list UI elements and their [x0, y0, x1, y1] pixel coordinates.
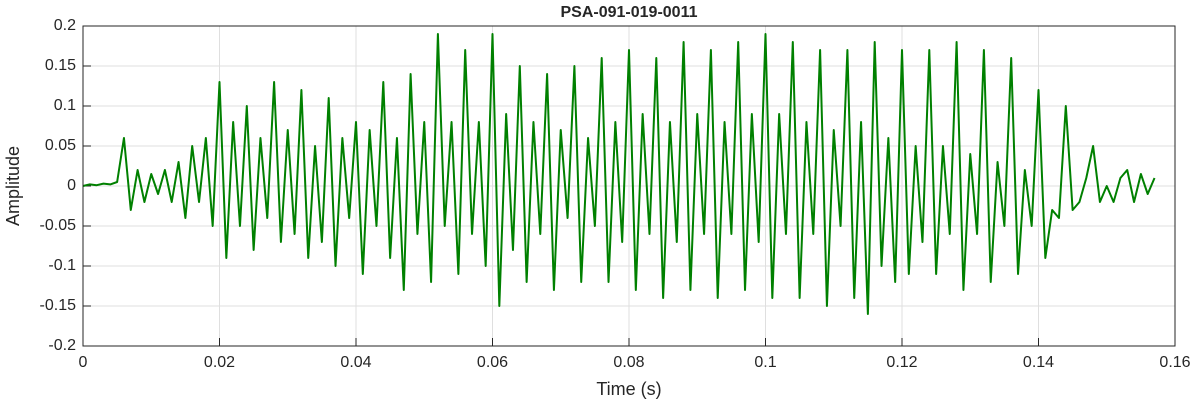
x-tick-label: 0.08 [613, 354, 644, 371]
x-tick-label: 0 [79, 354, 88, 371]
y-tick-label: -0.2 [48, 337, 76, 354]
x-tick-label: 0.14 [1023, 354, 1054, 371]
chart-title: PSA-091-019-0011 [561, 4, 698, 21]
y-tick-label: -0.05 [40, 217, 77, 234]
y-tick-label: -0.15 [40, 297, 77, 314]
x-tick-label: 0.12 [886, 354, 917, 371]
y-tick-label: 0 [67, 177, 76, 194]
x-tick-label: 0.04 [340, 354, 371, 371]
x-axis-label: Time (s) [596, 379, 661, 399]
y-tick-label: -0.1 [48, 257, 76, 274]
x-tick-label: 0.06 [477, 354, 508, 371]
waveform [82, 33, 1156, 315]
y-tick-label: 0.2 [54, 17, 76, 34]
x-tick-label: 0.16 [1159, 354, 1190, 371]
y-tick-label: 0.05 [45, 137, 76, 154]
x-tick-label: 0.1 [754, 354, 776, 371]
y-tick-label: 0.1 [54, 97, 76, 114]
x-tick-label: 0.02 [204, 354, 235, 371]
y-tick-label: 0.15 [45, 57, 76, 74]
y-axis-label: Amplitude [3, 146, 23, 226]
plot-frame [82, 25, 1176, 347]
